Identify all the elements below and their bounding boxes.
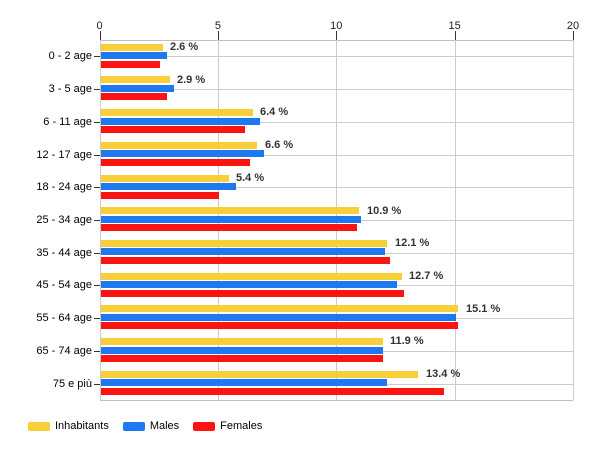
- category-tick-mark: [94, 56, 100, 57]
- legend-item-females: Females: [193, 420, 262, 432]
- category-tick-mark: [94, 89, 100, 90]
- value-label: 12.7 %: [409, 270, 444, 282]
- bar-females: [100, 355, 383, 362]
- category-tick-mark: [94, 220, 100, 221]
- category-label: 65 - 74 age: [36, 345, 92, 357]
- bar-inhabitants: [100, 305, 458, 312]
- bar-inhabitants: [100, 44, 163, 51]
- bar-males: [100, 150, 264, 157]
- bar-males: [100, 52, 167, 59]
- x-axis-tick-mark: [454, 31, 456, 40]
- horizontal-gridline: [99, 187, 573, 188]
- bar-males: [100, 118, 260, 125]
- value-label: 11.9 %: [390, 335, 424, 347]
- value-label: 12.1 %: [395, 237, 430, 249]
- x-axis-tick-label: 20: [566, 20, 580, 32]
- bar-inhabitants: [100, 371, 418, 378]
- category-label: 6 - 11 age: [43, 116, 92, 128]
- bar-males: [100, 85, 174, 92]
- bar-females: [100, 93, 167, 100]
- horizontal-gridline: [99, 89, 573, 90]
- value-label: 6.6 %: [265, 139, 294, 151]
- bar-females: [100, 257, 390, 264]
- bar-males: [100, 248, 385, 255]
- category-tick-mark: [94, 155, 100, 156]
- legend-swatch-inhabitants: [28, 421, 50, 431]
- value-label: 2.9 %: [177, 74, 206, 86]
- category-label: 75 e più: [52, 378, 92, 390]
- category-tick-mark: [94, 285, 100, 286]
- bar-males: [100, 379, 387, 386]
- legend-item-males: Males: [122, 420, 180, 432]
- value-label: 10.9 %: [367, 205, 402, 217]
- x-axis-tick-label: 10: [330, 20, 343, 32]
- bar-inhabitants: [100, 109, 253, 116]
- chart-legend: Inhabitants Males Females: [28, 420, 262, 432]
- value-label: 15.1 %: [466, 303, 501, 315]
- bar-males: [100, 281, 397, 288]
- value-label: 2.6 %: [170, 41, 199, 53]
- x-axis-tick-mark: [217, 31, 219, 40]
- category-tick-mark: [94, 187, 100, 188]
- category-tick-mark: [94, 253, 100, 254]
- legend-swatch-males: [122, 421, 145, 431]
- bar-females: [100, 192, 219, 199]
- bar-females: [100, 159, 250, 166]
- category-tick-mark: [94, 351, 100, 352]
- bar-inhabitants: [100, 338, 383, 345]
- bar-females: [100, 61, 160, 68]
- horizontal-gridline: [99, 56, 573, 57]
- category-label: 25 - 34 age: [36, 214, 92, 226]
- bar-inhabitants: [100, 142, 257, 149]
- category-tick-mark: [94, 122, 100, 123]
- legend-item-inhabitants: Inhabitants: [28, 420, 109, 432]
- bar-females: [100, 224, 357, 231]
- bar-inhabitants: [100, 175, 229, 182]
- category-label: 18 - 24 age: [36, 181, 92, 193]
- bar-males: [100, 314, 456, 321]
- bar-females: [100, 126, 245, 133]
- bar-females: [100, 290, 404, 297]
- category-label: 45 - 54 age: [36, 279, 92, 291]
- value-label: 13.4 %: [426, 368, 461, 380]
- plot-bottom-border: [99, 400, 573, 401]
- bar-inhabitants: [100, 76, 170, 83]
- legend-label: Inhabitants: [55, 420, 109, 432]
- horizontal-gridline: [99, 122, 573, 123]
- x-axis-tick-mark: [336, 31, 338, 40]
- legend-swatch-females: [193, 421, 216, 431]
- horizontal-gridline: [99, 155, 573, 156]
- bar-inhabitants: [100, 207, 359, 214]
- x-axis-tick-mark: [99, 31, 101, 40]
- vertical-gridline: [573, 40, 574, 400]
- x-axis-tick-mark: [573, 31, 574, 40]
- value-label: 6.4 %: [260, 106, 289, 118]
- category-tick-mark: [94, 384, 100, 385]
- x-axis-tick-label: 15: [448, 20, 461, 32]
- x-axis-tick-label: 0: [96, 20, 103, 32]
- category-tick-mark: [94, 318, 100, 319]
- legend-label: Females: [220, 420, 263, 432]
- category-label: 12 - 17 age: [36, 149, 92, 161]
- bar-males: [100, 216, 361, 223]
- category-label: 3 - 5 age: [48, 83, 92, 95]
- category-label: 35 - 44 age: [36, 247, 92, 259]
- bar-males: [100, 183, 236, 190]
- legend-label: Males: [149, 420, 180, 432]
- bar-females: [100, 388, 444, 395]
- category-label: 55 - 64 age: [36, 312, 92, 324]
- value-label: 5.4 %: [236, 172, 265, 184]
- x-axis-tick-label: 5: [214, 20, 221, 32]
- category-label: 0 - 2 age: [48, 50, 92, 62]
- bar-inhabitants: [100, 240, 387, 247]
- bar-males: [100, 347, 383, 354]
- bar-females: [100, 322, 458, 329]
- bar-inhabitants: [100, 273, 402, 280]
